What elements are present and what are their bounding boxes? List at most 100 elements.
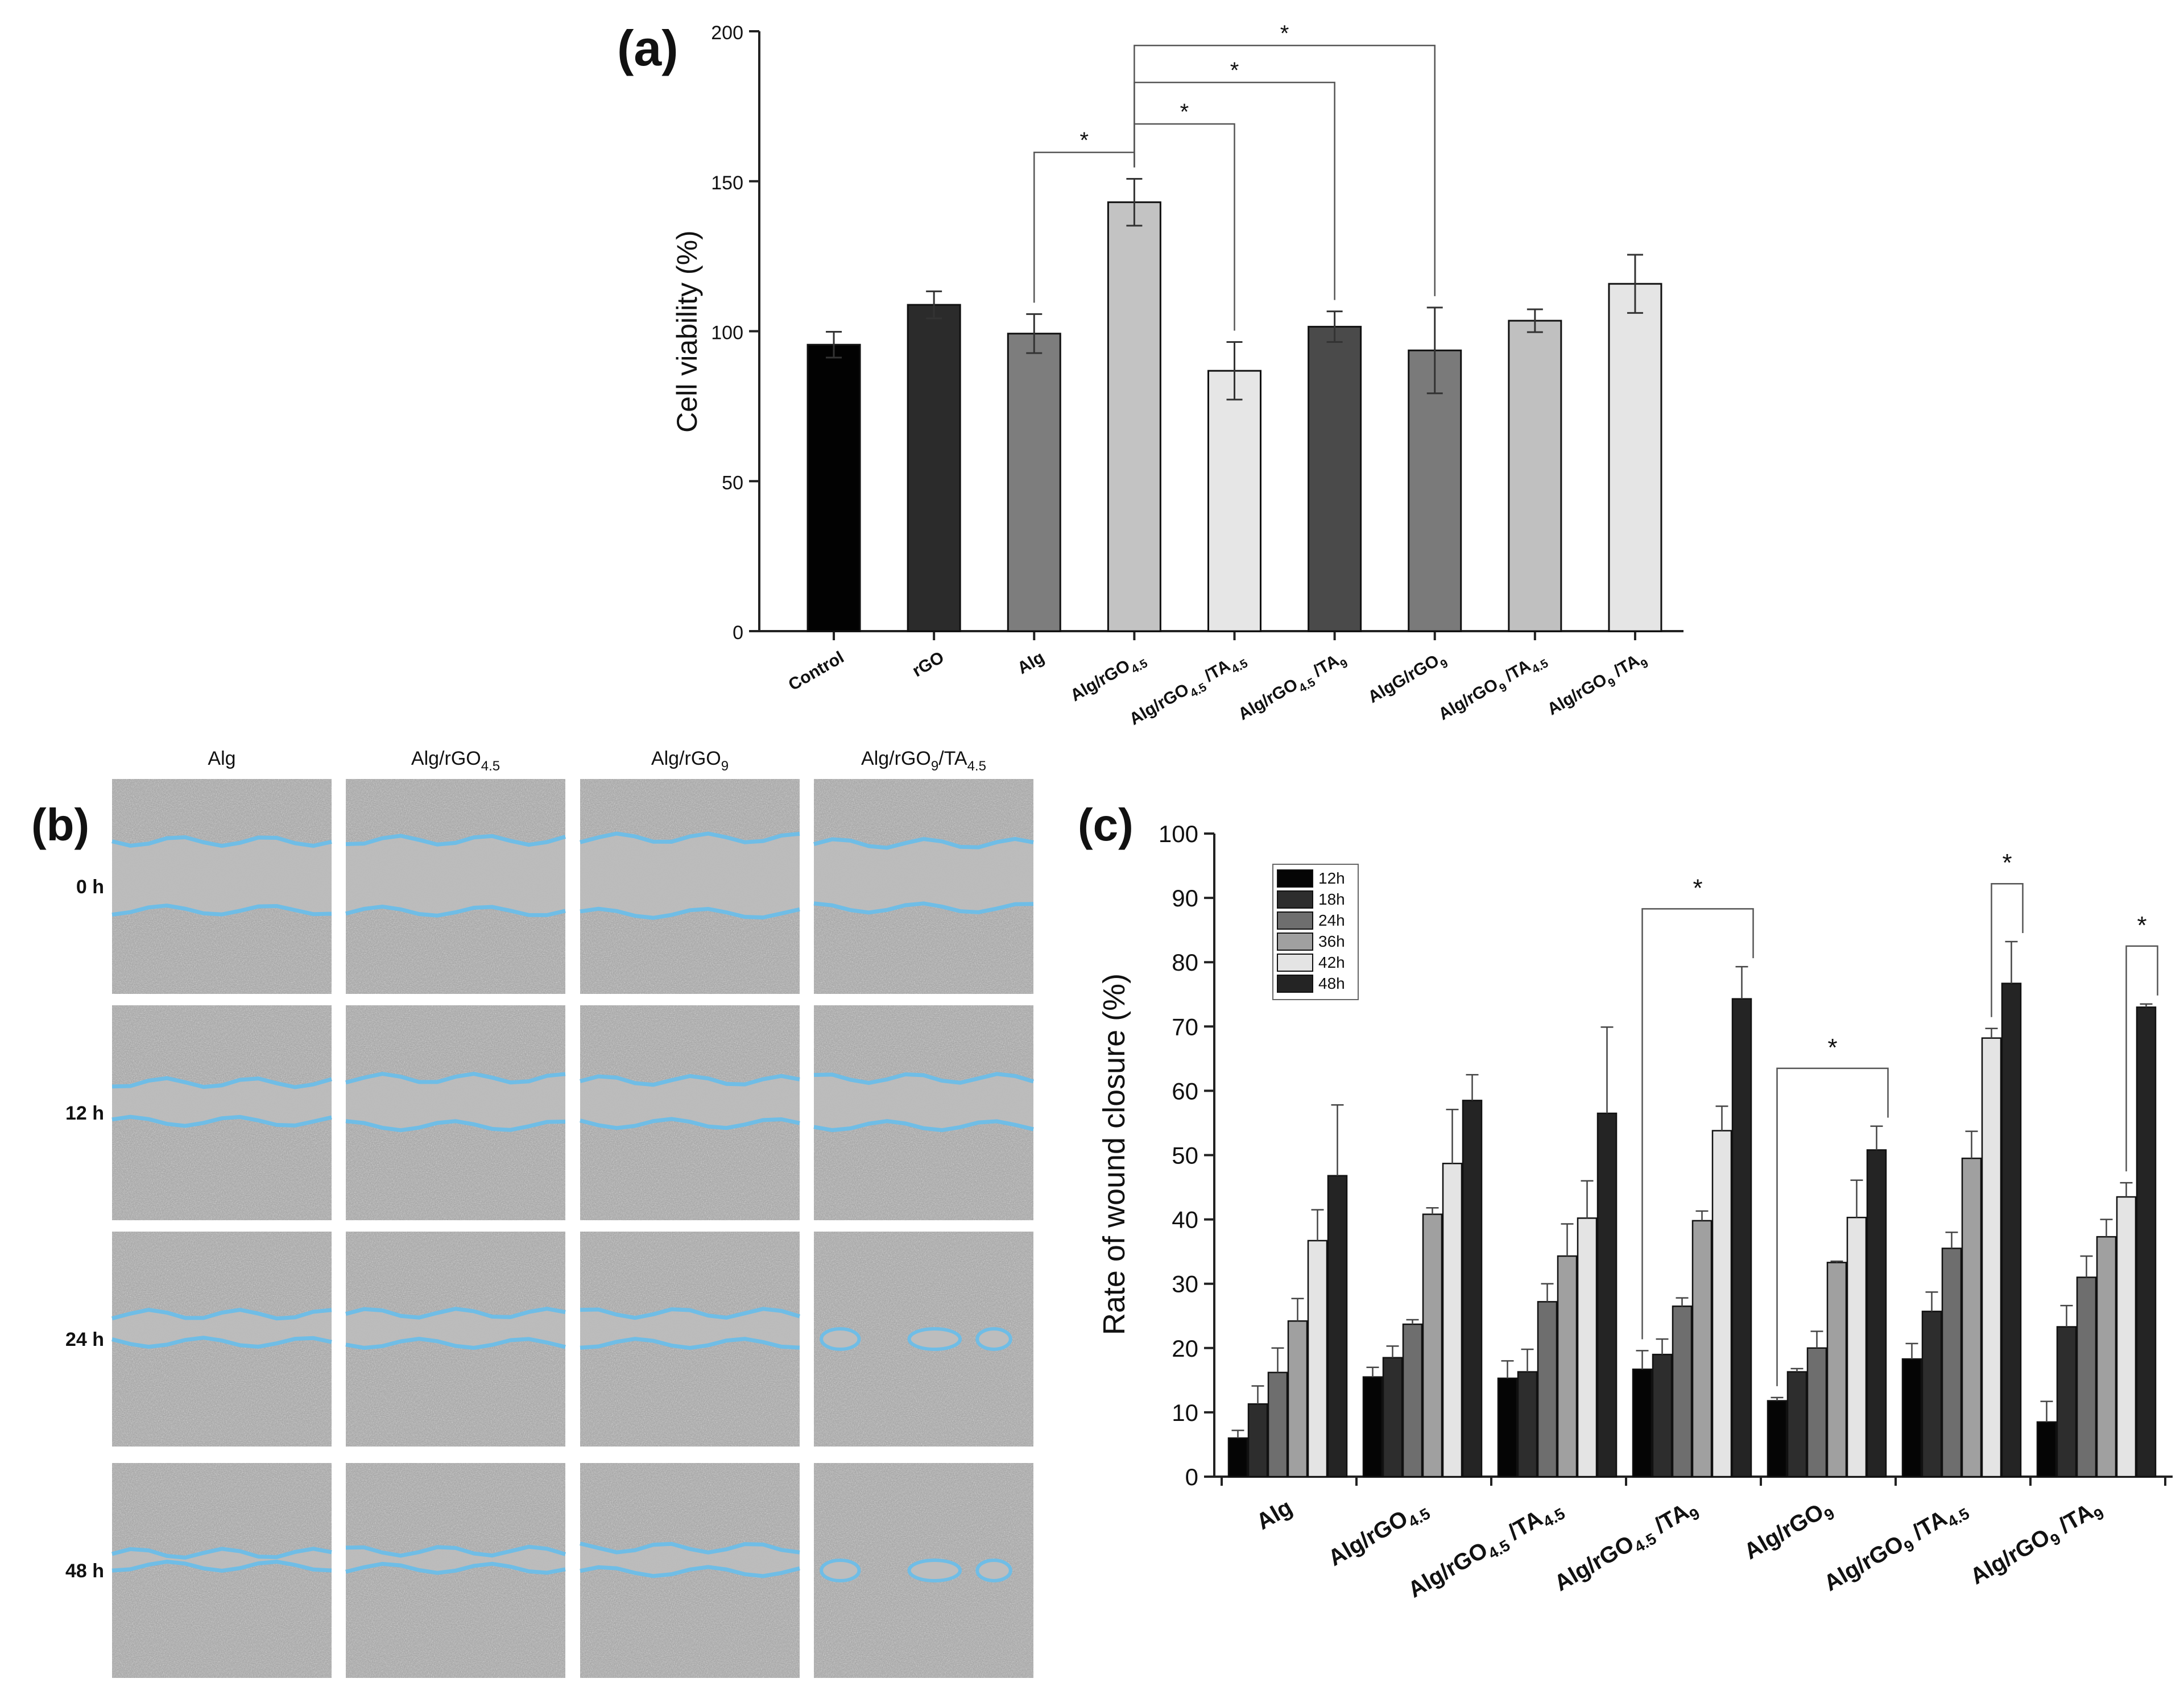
wound-edge-outline bbox=[111, 1076, 332, 1089]
x-tick-label: Control bbox=[785, 648, 847, 694]
significance-star: * bbox=[1827, 1034, 1837, 1062]
significance-star: * bbox=[1230, 58, 1239, 83]
wound-edge-outline bbox=[813, 836, 1034, 850]
legend-label: 48h bbox=[1318, 975, 1345, 992]
x-tick-label: Alg/rGO9 bbox=[1740, 1495, 1838, 1568]
scratch-gap bbox=[814, 839, 1033, 913]
bar bbox=[1227, 1437, 1248, 1478]
bar bbox=[1408, 349, 1462, 632]
wound-edge-outline bbox=[813, 1119, 1034, 1133]
subscript: 9 bbox=[721, 759, 729, 774]
y-tick-label: 100 bbox=[711, 322, 743, 344]
wound-edge-outline bbox=[580, 1307, 801, 1320]
bar bbox=[2056, 1326, 2077, 1478]
bar bbox=[1557, 1255, 1578, 1478]
wound-edge-outline bbox=[111, 1114, 332, 1128]
bar bbox=[806, 343, 861, 632]
bar bbox=[1731, 998, 1752, 1478]
bar bbox=[1652, 1353, 1673, 1478]
y-tick-label: 150 bbox=[711, 172, 743, 194]
wound-scratch-micrographs: Alg Alg/rGO4.5 Alg/rGO9 Alg/rGO9/TA4.50 h12… bbox=[65, 748, 1035, 1678]
label-part: Alg/rGO bbox=[651, 748, 721, 769]
panel-label-a: (a) bbox=[617, 20, 679, 76]
significance-star: * bbox=[1693, 874, 1702, 902]
panel-label-c: (c) bbox=[1078, 799, 1134, 850]
y-tick-label: 90 bbox=[1172, 885, 1198, 911]
x-tick-label: Alg/rGO4.5 bbox=[1067, 648, 1150, 709]
bar bbox=[1308, 326, 1362, 632]
y-tick-label: 10 bbox=[1172, 1399, 1198, 1426]
wound-edge-outline bbox=[111, 835, 332, 848]
residual-gap-outline bbox=[975, 1327, 1012, 1351]
column-header: Alg/rGO4.5 bbox=[411, 748, 500, 774]
significance-bracket bbox=[1641, 908, 1754, 1340]
bar bbox=[1866, 1149, 1887, 1478]
subscript: 9 bbox=[931, 759, 938, 774]
bar bbox=[1672, 1306, 1693, 1478]
label-part: Alg/rGO bbox=[861, 748, 931, 769]
label-part: Alg/rGO bbox=[1235, 675, 1301, 724]
scratch-gap bbox=[814, 1074, 1033, 1130]
row-label: 48 h bbox=[65, 1560, 104, 1582]
bar bbox=[1508, 320, 1562, 632]
residual-gap-outline bbox=[820, 1327, 861, 1351]
y-tick-label: 50 bbox=[1172, 1142, 1198, 1169]
scratch-gap bbox=[346, 1074, 565, 1130]
bar bbox=[1442, 1162, 1463, 1478]
label-part: Alg/rGO bbox=[1067, 656, 1133, 705]
scratch-gap bbox=[580, 1076, 800, 1128]
y-tick-label: 50 bbox=[722, 472, 743, 494]
significance-bracket bbox=[1991, 882, 2024, 1017]
x-tick-label: Alg/rGO9 /TA9 bbox=[1544, 648, 1651, 723]
legend-label: 24h bbox=[1318, 911, 1345, 929]
x-tick-label: Alg bbox=[1014, 648, 1047, 678]
scratch-gap bbox=[346, 835, 565, 916]
bar bbox=[1402, 1323, 1423, 1478]
bar bbox=[1497, 1377, 1518, 1478]
bar bbox=[2001, 983, 2022, 1478]
y-tick-label: 40 bbox=[1172, 1207, 1198, 1233]
legend-label: 12h bbox=[1318, 869, 1345, 887]
bar bbox=[1267, 1371, 1288, 1478]
legend-label: 36h bbox=[1318, 933, 1345, 950]
y-tick-label: 60 bbox=[1172, 1077, 1198, 1104]
legend-label: 18h bbox=[1318, 890, 1345, 908]
bar bbox=[1287, 1320, 1308, 1478]
y-tick-label: 70 bbox=[1172, 1013, 1198, 1040]
legend-swatch bbox=[1277, 890, 1313, 909]
label-part: Alg/rGO bbox=[1740, 1499, 1828, 1564]
label-part: Alg bbox=[208, 748, 235, 769]
label-part: rGO bbox=[909, 648, 948, 681]
significance-star: * bbox=[1080, 128, 1089, 153]
y-tick-label: 30 bbox=[1172, 1271, 1198, 1298]
wound-edge-outline bbox=[580, 1541, 800, 1555]
residual-gap-outline bbox=[820, 1559, 861, 1582]
bar bbox=[1462, 1100, 1483, 1478]
bar bbox=[1577, 1217, 1598, 1478]
x-tick-label: Alg/rGO4.5 bbox=[1324, 1495, 1433, 1574]
subscript: 4.5 bbox=[1129, 657, 1150, 677]
cell-viability-chart: Cell viability (%) 0 50 100 150 200 * * * * Con… bbox=[671, 21, 1684, 729]
residual-gap-outline bbox=[907, 1327, 962, 1351]
significance-bracket bbox=[1134, 44, 1436, 296]
y-tick-label: 20 bbox=[1172, 1335, 1198, 1362]
subscript: 4.5 bbox=[1530, 657, 1551, 677]
wound-edge-outline bbox=[111, 1559, 332, 1573]
wound-edge-outline bbox=[111, 904, 332, 917]
x-tick-label: Alg/rGO4.5 /TA9 bbox=[1235, 648, 1350, 728]
label-part: Alg bbox=[1252, 1495, 1297, 1535]
scratch-gap bbox=[112, 1078, 332, 1126]
y-axis-label: Rate of wound closure (%) bbox=[1097, 973, 1131, 1335]
column-header: Alg/rGO9 bbox=[651, 748, 729, 774]
x-tick-label: Alg bbox=[1252, 1495, 1297, 1535]
panel-label-b: (b) bbox=[31, 799, 89, 850]
label-part: Alg/rGO bbox=[1436, 675, 1502, 724]
bar bbox=[1921, 1311, 1942, 1478]
wound-edge-outline bbox=[580, 1074, 800, 1087]
y-tick-label: 80 bbox=[1172, 949, 1198, 976]
significance-star: * bbox=[2002, 849, 2012, 877]
x-tick-label: rGO bbox=[909, 648, 948, 681]
y-tick-label: 0 bbox=[733, 622, 743, 644]
subscript: 9 bbox=[1338, 657, 1350, 672]
